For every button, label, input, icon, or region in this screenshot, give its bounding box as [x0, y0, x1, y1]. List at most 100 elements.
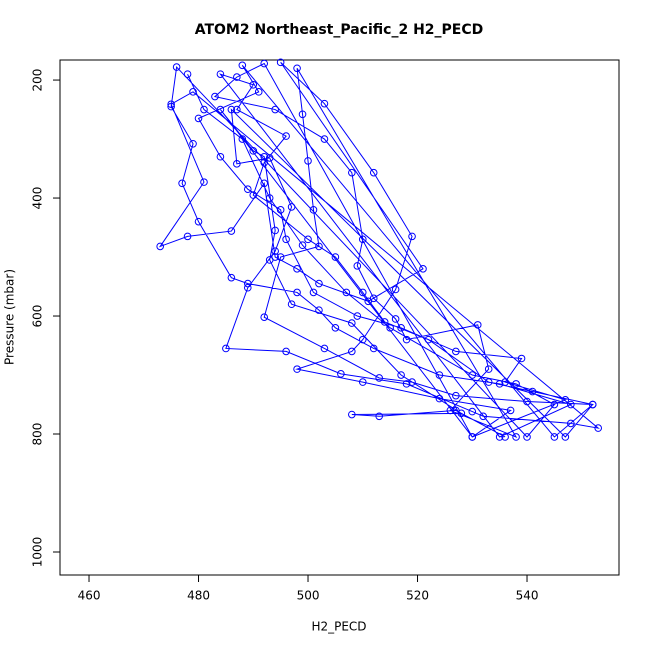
data-point: [452, 391, 460, 400]
data-point: [260, 313, 269, 322]
data-point: [309, 206, 318, 214]
data-point: [380, 318, 389, 326]
data-point: [276, 206, 285, 214]
data-point: [276, 253, 285, 261]
data-point: [293, 64, 301, 73]
data-point: [271, 226, 279, 235]
data-point: [561, 395, 570, 404]
data-point: [315, 306, 323, 314]
data-point: [550, 433, 559, 441]
data-point: [211, 92, 219, 101]
data-point: [506, 406, 515, 415]
data-point: [227, 273, 236, 282]
data-point: [183, 70, 192, 78]
data-point: [265, 194, 274, 202]
data-point: [495, 433, 504, 441]
data-point: [484, 365, 493, 373]
data-point: [528, 387, 537, 396]
data-point: [386, 324, 394, 332]
y-axis-label: Pressure (mbar): [3, 269, 17, 365]
data-point: [567, 419, 575, 428]
data-point: [320, 135, 329, 143]
data-point: [358, 378, 367, 386]
data-point: [293, 288, 301, 297]
data-point: [353, 262, 362, 270]
x-tick-label: 460: [78, 589, 101, 603]
data-point: [194, 217, 203, 226]
data-line: [158, 61, 600, 438]
data-point: [342, 288, 351, 297]
data-point: [260, 158, 269, 167]
x-tick-label: 480: [187, 589, 210, 603]
y-tick-label: 1000: [31, 537, 45, 568]
data-point: [495, 380, 504, 388]
data-point: [260, 59, 269, 68]
data-point: [260, 152, 269, 161]
data-point: [402, 380, 411, 388]
data-point: [408, 232, 416, 241]
x-axis-label: H2_PECD: [311, 620, 366, 634]
data-point: [320, 99, 329, 108]
data-point: [369, 344, 378, 353]
data-point: [282, 347, 290, 356]
data-point: [233, 73, 241, 81]
data-point: [435, 371, 444, 379]
data-point: [200, 178, 208, 186]
data-point: [391, 285, 400, 294]
data-point: [484, 378, 493, 386]
data-point: [227, 227, 236, 235]
data-point: [233, 160, 241, 168]
data-point: [364, 297, 373, 306]
chart-title: ATOM2 Northeast_Pacific_2 H2_PECD: [195, 22, 484, 38]
data-point: [358, 288, 367, 297]
data-point: [479, 412, 488, 421]
data-point: [249, 191, 258, 199]
data-point: [194, 114, 203, 123]
data-point: [304, 235, 312, 244]
data-point: [331, 253, 340, 261]
data-point: [265, 154, 274, 162]
data-point: [233, 105, 241, 114]
data-point: [452, 406, 460, 415]
data-point: [271, 105, 279, 114]
data-point: [523, 433, 531, 441]
data-point: [254, 88, 263, 96]
data-point: [446, 406, 455, 415]
data-point: [567, 400, 575, 409]
data-point: [167, 100, 175, 109]
data-point: [265, 256, 274, 264]
data-point: [408, 378, 416, 386]
y-tick-label: 600: [31, 305, 45, 328]
data-point: [222, 344, 230, 353]
data-point: [369, 168, 378, 177]
data-point: [216, 70, 225, 78]
data-point: [298, 241, 307, 250]
data-point: [397, 371, 405, 379]
data-point: [293, 365, 301, 373]
data-point: [183, 232, 192, 241]
data-point: [167, 102, 175, 111]
data-point: [320, 344, 329, 353]
data-point: [424, 335, 433, 344]
data-point: [200, 105, 208, 114]
data-point: [243, 279, 252, 288]
data-point: [293, 265, 301, 273]
data-point: [315, 279, 323, 288]
data-point: [287, 203, 296, 211]
data-point: [348, 168, 356, 177]
data-point: [501, 378, 509, 386]
x-tick-label: 540: [516, 589, 539, 603]
data-point: [243, 185, 252, 193]
data-point: [249, 147, 258, 155]
data-point: [512, 433, 520, 441]
data-point: [282, 235, 290, 244]
data-point: [260, 179, 269, 188]
data-point: [588, 400, 597, 409]
data-point: [391, 315, 400, 323]
data-point: [331, 324, 340, 332]
data-point: [348, 410, 356, 419]
y-tick-label: 800: [31, 423, 45, 446]
y-tick-label: 400: [31, 187, 45, 210]
